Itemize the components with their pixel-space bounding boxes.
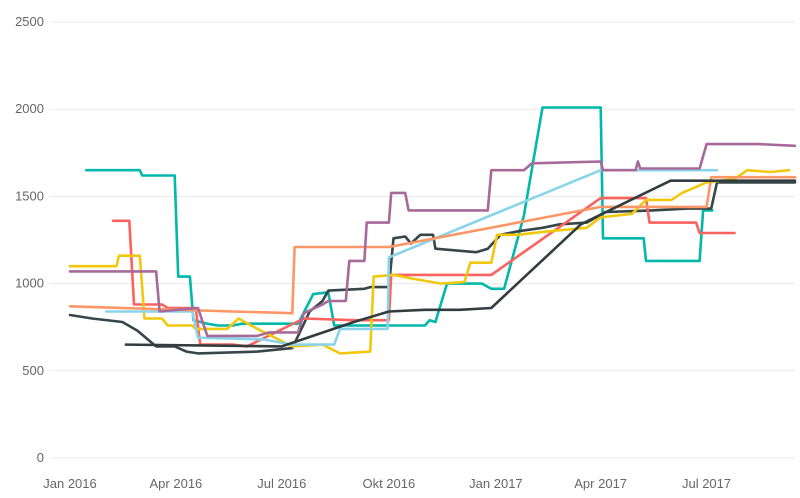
y-tick-label: 500 bbox=[22, 363, 44, 378]
y-tick-label: 0 bbox=[37, 450, 44, 465]
series-line-7 bbox=[68, 142, 797, 338]
x-tick-label: Apr 2017 bbox=[574, 476, 627, 491]
series-line-4 bbox=[68, 168, 791, 355]
x-tick-label: Jan 2016 bbox=[43, 476, 97, 491]
x-tick-label: Okt 2016 bbox=[362, 476, 415, 491]
x-tick-label: Jul 2017 bbox=[682, 476, 731, 491]
series-line-1 bbox=[85, 106, 714, 327]
y-axis: 0 500 1000 1500 2000 2500 bbox=[15, 14, 44, 465]
series-line-5 bbox=[104, 168, 719, 346]
x-tick-label: Apr 2016 bbox=[150, 476, 203, 491]
y-tick-label: 1500 bbox=[15, 188, 44, 203]
series-line-3 bbox=[111, 196, 736, 348]
y-tick-label: 2000 bbox=[15, 101, 44, 116]
y-tick-label: 1000 bbox=[15, 276, 44, 291]
x-axis: Jan 2016 Apr 2016 Jul 2016 Okt 2016 Jan 2017… bbox=[43, 476, 731, 491]
y-tick-label: 2500 bbox=[15, 14, 44, 29]
x-tick-label: Jul 2016 bbox=[257, 476, 306, 491]
series-layer bbox=[68, 106, 797, 355]
series-line-6 bbox=[68, 175, 797, 315]
series-line-8 bbox=[124, 179, 797, 348]
x-tick-label: Jan 2017 bbox=[469, 476, 523, 491]
